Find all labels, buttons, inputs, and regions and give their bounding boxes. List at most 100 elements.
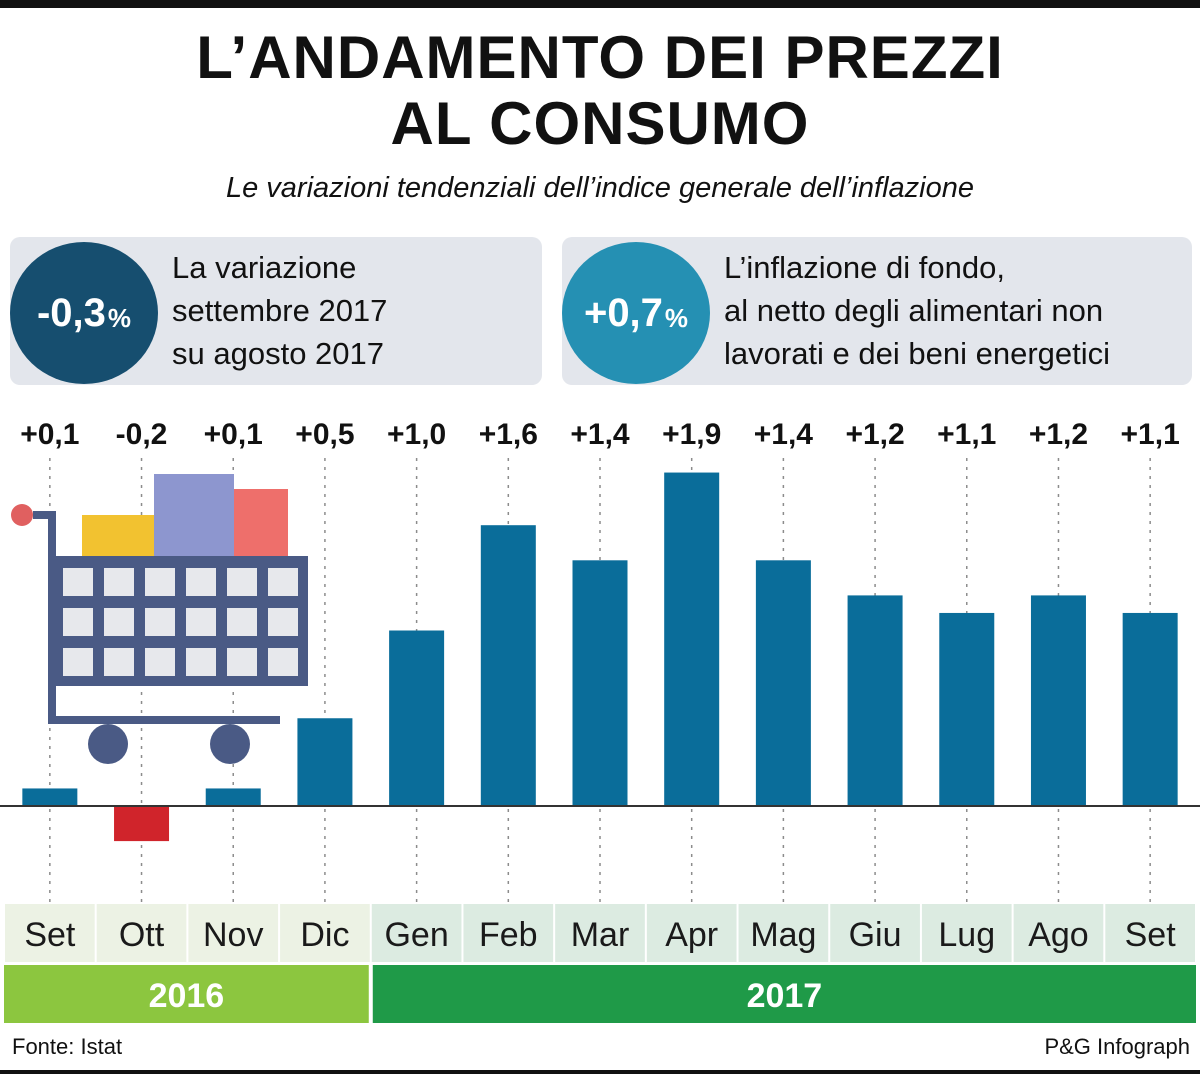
year-band-2017 <box>372 965 1196 1023</box>
value-label-12: +1,2 <box>1029 418 1088 451</box>
cart-grid-cell-icon <box>227 648 257 676</box>
month-cell <box>830 904 920 962</box>
core-inflation-badge: +0,7% <box>562 242 710 384</box>
cart-wheel-icon <box>210 724 250 764</box>
value-label-2: -0,2 <box>116 418 168 451</box>
cart-grid-icon <box>63 568 298 676</box>
source-note: Fonte: Istat <box>12 1034 123 1059</box>
value-label-13: +1,1 <box>1121 418 1180 451</box>
year-band-2016 <box>4 965 369 1023</box>
cart-grid-cell-icon <box>227 608 257 636</box>
cart-grid-cell-icon <box>104 568 134 596</box>
chart-subtitle: Le variazioni tendenziali dell’indice ge… <box>225 172 975 204</box>
cart-basket-icon <box>52 556 308 686</box>
core-inflation-text-line: L’inflazione di fondo, <box>724 250 1005 285</box>
value-label-9: +1,4 <box>754 418 814 451</box>
core-inflation-unit: % <box>664 302 689 333</box>
grid-layer <box>49 458 1151 904</box>
credit-note: P&G Infograph <box>1044 1034 1190 1059</box>
cart-purple-box-icon <box>154 474 234 556</box>
monthly-variation-text-line: settembre 2017 <box>172 293 388 328</box>
cart-grid-cell-icon <box>63 648 93 676</box>
cart-grid-cell-icon <box>186 608 216 636</box>
month-label-11: Lug <box>938 916 995 954</box>
month-cell <box>5 904 95 962</box>
cart-grid-cell-icon <box>227 568 257 596</box>
core-inflation-text-line: lavorati e dei beni energetici <box>724 336 1111 371</box>
bar-4 <box>297 718 353 806</box>
month-cell <box>646 904 737 962</box>
cart-handle-icon <box>11 504 33 526</box>
bar-5 <box>389 630 445 806</box>
bar-6 <box>480 525 536 806</box>
core-inflation-value: +0,7 <box>583 290 663 335</box>
core-inflation-text-line: al netto degli alimentari non <box>724 293 1104 328</box>
month-label-5: Gen <box>384 916 448 954</box>
cart-grid-cell-icon <box>104 608 134 636</box>
monthly-variation-text-line: La variazione <box>172 250 357 285</box>
shopping-cart-icon <box>11 474 308 764</box>
inflation-bar-chart: +0,1 -0,2 +0,1 +0,5 +1,0 +1,6 +1,4 +1,9 +1,4 +1,2… <box>0 418 1200 1023</box>
bar-1 <box>22 788 78 806</box>
month-label-13: Set <box>1125 916 1177 954</box>
month-label-3: Nov <box>203 916 263 954</box>
monthly-variation-value: -0,3 <box>36 290 106 335</box>
value-label-10: +1,2 <box>845 418 904 451</box>
month-cell <box>371 904 462 962</box>
cart-grid-cell-icon <box>186 568 216 596</box>
bar-3 <box>205 788 261 806</box>
bar-13 <box>1122 612 1178 806</box>
month-label-6: Feb <box>479 916 538 954</box>
monthly-variation-text: La variazione settembre 2017 su agosto 2… <box>172 246 387 375</box>
cart-yellow-box-icon <box>82 515 154 556</box>
bar-7 <box>572 560 628 806</box>
month-cell <box>1013 904 1104 962</box>
month-label-8: Apr <box>665 916 718 954</box>
cart-grid-cell-icon <box>268 568 298 596</box>
year-axis: 2016 2017 <box>4 965 1196 1023</box>
month-label-4: Dic <box>300 916 349 954</box>
bottom-rule <box>0 1070 1200 1074</box>
monthly-variation-unit: % <box>107 302 132 333</box>
value-label-11: +1,1 <box>937 418 996 451</box>
monthly-variation-badge: -0,3% <box>10 242 158 384</box>
cart-grid-cell-icon <box>145 648 175 676</box>
month-label-10: Giu <box>849 916 902 954</box>
value-label-5: +1,0 <box>387 418 446 451</box>
bar-9 <box>755 560 811 806</box>
value-labels-layer: +0,1 -0,2 +0,1 +0,5 +1,0 +1,6 +1,4 +1,9 +1,4 +1,2… <box>20 418 1180 451</box>
month-label-12: Ago <box>1028 916 1089 954</box>
month-label-1: Set <box>24 916 76 954</box>
monthly-variation-text-line: su agosto 2017 <box>172 336 385 371</box>
month-cell <box>188 904 279 962</box>
cart-grid-cell-icon <box>63 608 93 636</box>
year-label-2017: 2017 <box>747 977 823 1015</box>
bar-12 <box>1030 595 1086 806</box>
cart-grid-cell-icon <box>145 608 175 636</box>
bar-2 <box>114 806 170 842</box>
month-cell <box>555 904 645 962</box>
cart-grid-cell-icon <box>145 568 175 596</box>
month-label-7: Mar <box>571 916 630 954</box>
value-label-1: +0,1 <box>20 418 79 451</box>
chart-title-line-1: L’ANDAMENTO DEI PREZZI <box>196 24 1004 91</box>
month-cell <box>463 904 554 962</box>
month-label-9: Mag <box>750 916 816 954</box>
value-label-8: +1,9 <box>662 418 721 451</box>
cart-grid-cell-icon <box>186 648 216 676</box>
bar-11 <box>939 612 995 806</box>
value-label-4: +0,5 <box>295 418 354 451</box>
cart-grid-cell-icon <box>63 568 93 596</box>
year-label-2016: 2016 <box>149 977 225 1015</box>
core-inflation-text: L’inflazione di fondo, al netto degli al… <box>724 246 1110 375</box>
value-label-3: +0,1 <box>204 418 263 451</box>
month-cell <box>1105 904 1195 962</box>
value-label-6: +1,6 <box>479 418 538 451</box>
value-label-7: +1,4 <box>570 418 630 451</box>
chart-title-line-2: AL CONSUMO <box>390 90 810 157</box>
bar-8 <box>664 472 720 806</box>
cart-grid-cell-icon <box>104 648 134 676</box>
top-rule <box>0 0 1200 8</box>
month-cell <box>738 904 829 962</box>
bar-10 <box>847 595 903 806</box>
